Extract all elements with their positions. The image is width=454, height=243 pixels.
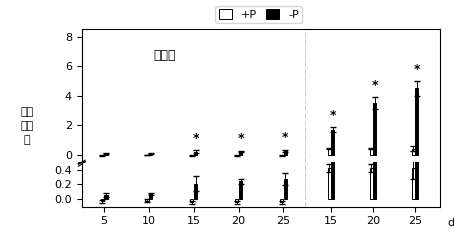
Bar [415, 0, 419, 199]
Text: d: d [447, 218, 454, 228]
Bar [412, 149, 415, 155]
Text: *: * [192, 132, 199, 145]
Bar [235, 155, 238, 156]
Bar [190, 199, 193, 202]
Text: 相对
表达
量: 相对 表达 量 [20, 107, 34, 145]
Bar [239, 151, 242, 155]
Bar [104, 154, 108, 155]
Bar [370, 149, 373, 155]
Bar [101, 199, 104, 201]
Bar [370, 168, 373, 199]
Bar [331, 130, 335, 155]
Bar [149, 154, 153, 155]
Bar [149, 194, 153, 199]
Text: 根根瘤: 根根瘤 [153, 49, 176, 62]
Bar [194, 184, 197, 199]
Text: *: * [414, 63, 420, 76]
Bar [280, 199, 283, 202]
Text: *: * [372, 79, 378, 92]
Bar [145, 199, 148, 201]
Bar [328, 149, 331, 155]
Bar [328, 168, 331, 199]
Bar [190, 155, 193, 156]
Bar [280, 155, 283, 156]
Bar [415, 88, 419, 155]
Bar [374, 0, 376, 199]
Bar [331, 74, 335, 199]
Bar [284, 179, 287, 199]
Bar [104, 195, 108, 199]
Bar [284, 151, 287, 155]
Bar [194, 152, 197, 155]
Text: *: * [282, 131, 289, 144]
Bar [235, 199, 238, 202]
Text: *: * [330, 109, 336, 122]
Text: *: * [237, 132, 244, 146]
Bar [239, 182, 242, 199]
Bar [374, 103, 376, 155]
Legend: +P, -P: +P, -P [215, 6, 302, 23]
Bar [412, 168, 415, 199]
